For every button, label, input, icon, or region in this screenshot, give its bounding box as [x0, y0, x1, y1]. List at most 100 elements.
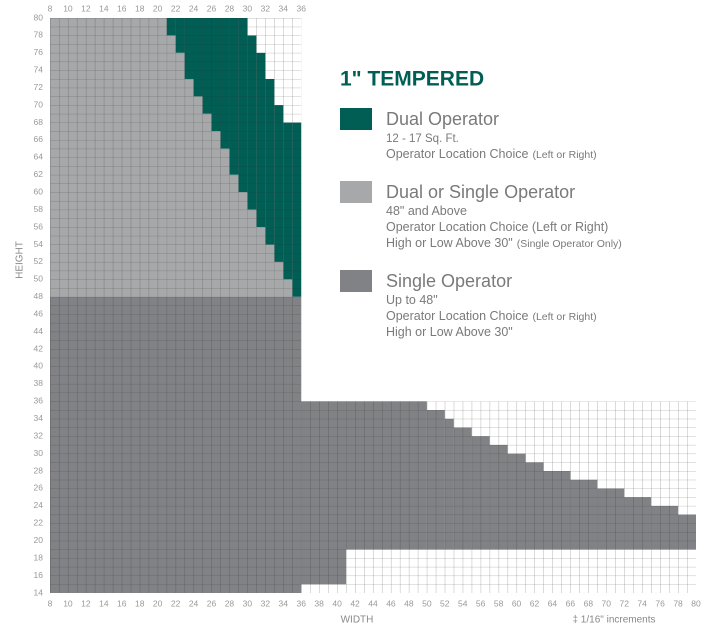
x-tick-label: 46	[386, 598, 396, 608]
x-tick-label-top: 28	[225, 3, 235, 13]
x-tick-label: 68	[584, 598, 594, 608]
x-tick-label: 16	[117, 598, 127, 608]
x-tick-label: 44	[368, 598, 378, 608]
x-tick-label: 60	[512, 598, 522, 608]
y-tick-label: 28	[34, 465, 44, 475]
y-tick-label: 42	[34, 343, 44, 353]
x-tick-label: 74	[637, 598, 647, 608]
x-tick-label-top: 18	[135, 3, 145, 13]
x-tick-label-top: 36	[296, 3, 306, 13]
legend-swatch	[340, 181, 372, 203]
y-tick-label: 58	[34, 204, 44, 214]
legend-text: 12 - 17 Sq. Ft.	[386, 133, 459, 145]
y-tick-label: 74	[34, 65, 44, 75]
x-tick-label: 32	[261, 598, 271, 608]
legend-line: Operator Location Choice (Left or Right)	[386, 147, 597, 161]
x-tick-label: 54	[458, 598, 468, 608]
x-tick-label: 40	[332, 598, 342, 608]
y-tick-label: 80	[34, 12, 44, 22]
x-tick-label: 28	[225, 598, 235, 608]
x-tick-label: 64	[548, 598, 558, 608]
x-tick-label-top: 22	[171, 3, 181, 13]
x-tick-label: 36	[296, 598, 306, 608]
legend-line: High or Low Above 30" (Single Operator On…	[386, 236, 622, 250]
x-tick-label-top: 8	[48, 3, 53, 13]
x-tick-label: 34	[279, 598, 289, 608]
legend-line: 12 - 17 Sq. Ft.	[386, 133, 459, 145]
legend-text: 48" and Above	[386, 204, 467, 218]
y-tick-label: 16	[34, 570, 44, 580]
x-tick-label: 8	[48, 598, 53, 608]
y-tick-label: 26	[34, 483, 44, 493]
x-tick-label: 10	[63, 598, 73, 608]
x-tick-label: 66	[566, 598, 576, 608]
x-tick-label: 30	[243, 598, 253, 608]
legend-text: High or Low Above 30"	[386, 236, 513, 250]
y-tick-label: 18	[34, 552, 44, 562]
legend-line: Up to 48"	[386, 293, 438, 307]
x-tick-label-top: 10	[63, 3, 73, 13]
legend-name: Dual Operator	[386, 109, 499, 129]
cell-grid	[50, 18, 696, 593]
y-axis-label: HEIGHT	[15, 241, 26, 279]
y-tick-label: 56	[34, 221, 44, 231]
y-tick-label: 76	[34, 47, 44, 57]
x-tick-label: 72	[619, 598, 629, 608]
x-tick-label-top: 34	[279, 3, 289, 13]
y-tick-label: 32	[34, 430, 44, 440]
x-axis-label: WIDTH	[341, 615, 374, 626]
legend-line: Operator Location Choice (Left or Right)	[386, 309, 597, 323]
y-tick-label: 14	[34, 587, 44, 597]
legend-swatch	[340, 270, 372, 292]
legend-text: Operator Location Choice (Left or Right)	[386, 220, 608, 234]
y-tick-label: 64	[34, 152, 44, 162]
y-tick-label: 68	[34, 117, 44, 127]
x-tick-label: 56	[476, 598, 486, 608]
x-tick-label: 38	[314, 598, 324, 608]
chart-title: 1" TEMPERED	[340, 68, 484, 91]
x-tick-label-top: 16	[117, 3, 127, 13]
x-tick-label-top: 30	[243, 3, 253, 13]
x-tick-label-top: 12	[81, 3, 91, 13]
legend-name: Dual or Single Operator	[386, 182, 575, 202]
legend-line: High or Low Above 30"	[386, 325, 513, 339]
legend-line: Operator Location Choice (Left or Right)	[386, 220, 608, 234]
y-tick-label: 20	[34, 535, 44, 545]
x-tick-label: 22	[171, 598, 181, 608]
y-tick-label: 46	[34, 308, 44, 318]
x-tick-label: 48	[404, 598, 414, 608]
x-tick-label: 50	[422, 598, 432, 608]
y-tick-label: 40	[34, 361, 44, 371]
x-tick-label-top: 26	[207, 3, 217, 13]
legend-text: Operator Location Choice	[386, 309, 528, 323]
note: ‡ 1/16" increments	[572, 615, 655, 626]
x-tick-label: 14	[99, 598, 109, 608]
y-tick-label: 66	[34, 134, 44, 144]
legend-small: (Left or Right)	[532, 149, 596, 161]
y-tick-label: 48	[34, 291, 44, 301]
x-tick-label: 52	[440, 598, 450, 608]
x-tick-label: 76	[655, 598, 665, 608]
legend-small: (Single Operator Only)	[517, 238, 622, 250]
x-tick-label-top: 32	[261, 3, 271, 13]
y-tick-label: 52	[34, 256, 44, 266]
x-tick-label: 12	[81, 598, 91, 608]
x-tick-label: 80	[691, 598, 701, 608]
y-tick-label: 50	[34, 274, 44, 284]
x-tick-label: 20	[153, 598, 163, 608]
y-tick-label: 54	[34, 239, 44, 249]
x-tick-label: 78	[673, 598, 683, 608]
x-tick-label: 18	[135, 598, 145, 608]
legend-text: High or Low Above 30"	[386, 325, 513, 339]
y-tick-label: 44	[34, 326, 44, 336]
x-tick-label: 24	[189, 598, 199, 608]
x-tick-label-top: 20	[153, 3, 163, 13]
x-tick-label: 26	[207, 598, 217, 608]
legend-swatch	[340, 108, 372, 130]
y-tick-label: 36	[34, 396, 44, 406]
y-tick-label: 30	[34, 448, 44, 458]
x-tick-label: 62	[530, 598, 540, 608]
legend-small: (Left or Right)	[532, 311, 596, 323]
y-tick-label: 78	[34, 30, 44, 40]
